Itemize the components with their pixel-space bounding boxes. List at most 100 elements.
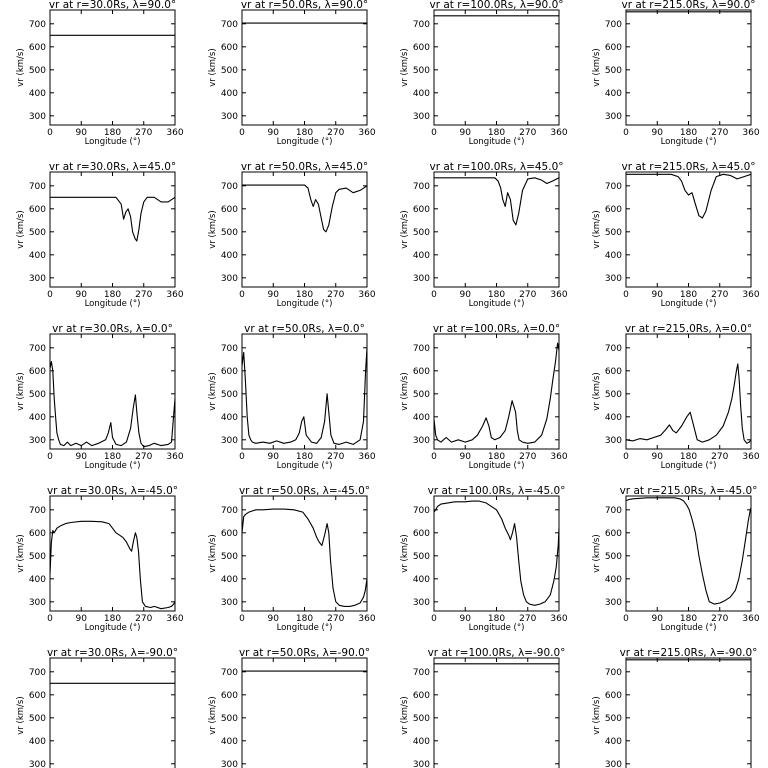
y-tick-label: 700 <box>29 20 46 30</box>
x-tick-label: 360 <box>358 614 375 624</box>
x-tick-label: 360 <box>358 452 375 462</box>
x-tick-label: 270 <box>135 290 152 300</box>
y-tick-label: 600 <box>221 205 238 215</box>
x-tick-label: 270 <box>327 614 344 624</box>
panel-18: vr at r=50.0Rs, λ=-90.0°0901802703603004… <box>208 647 370 768</box>
panel-title: vr at r=215.0Rs, λ=-45.0° <box>620 485 758 497</box>
y-axis-label: vr (km/s) <box>592 210 602 248</box>
panel-title: vr at r=215.0Rs, λ=90.0° <box>621 0 755 11</box>
y-tick-label: 500 <box>29 552 46 562</box>
x-tick-label: 0 <box>47 290 53 300</box>
y-tick-label: 600 <box>221 691 238 701</box>
x-tick-label: 0 <box>239 614 245 624</box>
panel-14: vr at r=50.0Rs, λ=-45.0° 0 90 180 270 360 300 4… <box>208 485 376 633</box>
x-tick-label: 360 <box>166 290 183 300</box>
y-tick-label: 400 <box>221 251 238 261</box>
y-tick-label: 300 <box>413 760 430 768</box>
panel-title: vr at r=50.0Rs, λ=90.0° <box>241 0 368 11</box>
y-tick-label: 400 <box>29 251 46 261</box>
y-tick-label: 500 <box>413 390 430 400</box>
y-tick-label: 700 <box>29 344 46 354</box>
x-axis-label: Longitude (°) <box>277 299 333 309</box>
y-tick-label: 700 <box>221 668 238 678</box>
panel-title: vr at r=215.0Rs, λ=0.0° <box>625 323 752 335</box>
y-axis-label: vr (km/s) <box>208 534 218 572</box>
x-tick-label: 180 <box>680 128 697 138</box>
panel-title: vr at r=50.0Rs, λ=-90.0° <box>239 647 370 659</box>
series-line <box>433 500 560 606</box>
x-tick-label: 90 <box>652 452 664 462</box>
y-tick-label: 700 <box>29 506 46 516</box>
y-tick-label: 300 <box>605 436 622 446</box>
series-line <box>241 508 368 607</box>
x-tick-label: 90 <box>268 290 280 300</box>
x-tick-label: 360 <box>358 290 375 300</box>
panel-title: vr at r=215.0Rs, λ=45.0° <box>621 161 755 173</box>
x-tick-label: 180 <box>104 452 121 462</box>
panel-9: vr at r=30.0Rs, λ=0.0° 0 90 180 270 360 300 400… <box>16 323 184 471</box>
panel-7: vr at r=100.0Rs, λ=45.0° 0 90 180 270 360 300 4… <box>400 161 568 309</box>
y-tick-label: 700 <box>413 506 430 516</box>
plot-frame <box>433 9 560 126</box>
x-tick-label: 0 <box>431 614 437 624</box>
x-tick-label: 90 <box>268 614 280 624</box>
y-tick-label: 600 <box>413 205 430 215</box>
plot-frame <box>625 333 752 450</box>
x-tick-label: 90 <box>460 452 472 462</box>
plot-frame <box>241 495 368 612</box>
y-tick-label: 300 <box>221 274 238 284</box>
x-axis-label: Longitude (°) <box>277 623 333 633</box>
y-tick-label: 500 <box>221 552 238 562</box>
y-tick-label: 500 <box>221 390 238 400</box>
x-axis-label: Longitude (°) <box>85 137 141 147</box>
x-tick-label: 270 <box>519 290 536 300</box>
x-tick-label: 90 <box>268 452 280 462</box>
y-tick-label: 500 <box>221 66 238 76</box>
panel-title: vr at r=100.0Rs, λ=-90.0° <box>428 647 566 659</box>
panel-title: vr at r=100.0Rs, λ=-45.0° <box>428 485 566 497</box>
y-tick-label: 400 <box>221 89 238 99</box>
y-tick-label: 700 <box>413 344 430 354</box>
x-tick-label: 180 <box>296 452 313 462</box>
panel-15: vr at r=100.0Rs, λ=-45.0° 0 90 180 270 360 300… <box>400 485 568 633</box>
y-tick-label: 300 <box>29 436 46 446</box>
x-tick-label: 180 <box>488 128 505 138</box>
panel-6: vr at r=50.0Rs, λ=45.0° 0 90 180 270 360 300 40… <box>208 161 376 309</box>
x-tick-label: 90 <box>268 128 280 138</box>
y-tick-label: 400 <box>413 89 430 99</box>
y-tick-label: 400 <box>221 737 238 747</box>
plot-frame <box>49 171 176 288</box>
plot-frame <box>241 333 368 450</box>
y-tick-label: 700 <box>221 344 238 354</box>
y-tick-label: 300 <box>605 760 622 768</box>
y-tick-label: 400 <box>221 413 238 423</box>
y-tick-label: 700 <box>221 20 238 30</box>
y-tick-label: 400 <box>413 413 430 423</box>
x-tick-label: 90 <box>652 128 664 138</box>
x-tick-label: 0 <box>623 290 629 300</box>
y-tick-label: 400 <box>605 413 622 423</box>
y-tick-label: 300 <box>413 112 430 122</box>
x-tick-label: 180 <box>488 452 505 462</box>
x-tick-label: 270 <box>711 452 728 462</box>
y-tick-label: 400 <box>605 89 622 99</box>
panel-11: vr at r=100.0Rs, λ=0.0° 0 90 180 270 360 300 40… <box>400 323 568 471</box>
plot-frame <box>241 9 368 126</box>
y-tick-label: 500 <box>29 228 46 238</box>
series-line <box>434 177 560 226</box>
y-tick-label: 500 <box>605 552 622 562</box>
y-tick-label: 300 <box>29 760 46 768</box>
y-axis-label: vr (km/s) <box>592 696 602 734</box>
x-tick-label: 270 <box>327 128 344 138</box>
x-tick-label: 0 <box>431 128 437 138</box>
panel-17: vr at r=30.0Rs, λ=-90.0°0901802703603004… <box>16 647 178 768</box>
y-tick-label: 600 <box>605 43 622 53</box>
y-axis-label: vr (km/s) <box>400 372 410 410</box>
y-tick-label: 600 <box>605 205 622 215</box>
y-axis-label: vr (km/s) <box>16 48 26 86</box>
x-tick-label: 180 <box>680 290 697 300</box>
y-tick-label: 700 <box>413 668 430 678</box>
x-tick-label: 270 <box>519 614 536 624</box>
y-tick-label: 500 <box>413 66 430 76</box>
y-tick-label: 600 <box>413 691 430 701</box>
